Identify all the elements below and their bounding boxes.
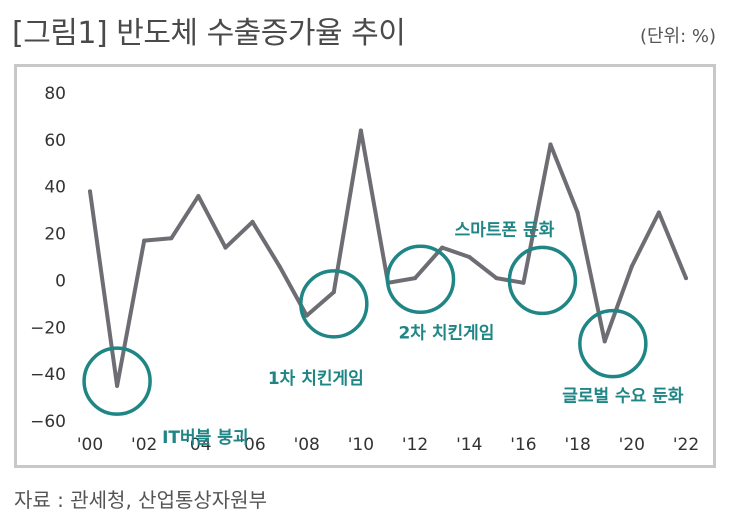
y-axis-ticks: 80 60 40 20 0 −20 −40 −60 [30,84,66,432]
y-tick-label: 80 [44,84,66,104]
y-tick-label: 20 [44,225,66,245]
unit-label: (단위: %) [639,26,716,47]
y-tick-label: 60 [44,131,66,151]
data-point [656,210,661,215]
y-tick-label: −60 [30,412,66,432]
chart-title: [그림1] 반도체 수출증가율 추이 [12,16,406,51]
data-point [250,219,255,224]
x-tick-label: '02 [131,435,157,455]
data-point [223,245,228,250]
data-point [358,128,363,133]
data-point [548,142,553,147]
data-point [521,280,526,285]
annotation-circle [578,308,648,379]
x-tick-label: '22 [673,435,699,455]
annotation-label: 1차 치킨게임 [268,368,364,389]
annotation-label: IT버블 붕괴 [162,428,248,448]
data-point [331,290,336,295]
x-tick-label: '00 [77,435,103,455]
x-axis-ticks: '00 '02 '04 '06 '08 '10 '12 '14 '16 '18 '20 '22 [77,435,699,455]
data-point [115,383,120,388]
x-tick-label: '04 [185,435,211,455]
x-tick-label: '20 [619,435,645,455]
source-note: 자료 : 관세청, 산업통상자원부 [14,488,267,512]
data-point [277,264,282,269]
annotation-circle [507,245,578,316]
annotation-circle [385,244,456,315]
data-point [467,255,472,259]
annotation-label: 2차 치킨게임 [398,322,494,343]
x-tick-label: '10 [348,435,374,455]
data-point [575,210,580,215]
series-line [88,128,688,388]
data-point [169,236,174,241]
y-tick-label: −40 [30,365,66,385]
data-point [494,276,499,281]
x-tick-label: '12 [402,435,428,455]
x-tick-label: '16 [510,435,536,455]
x-tick-label: '08 [294,435,320,455]
chart-frame [14,64,716,468]
annotation-circle [82,346,152,416]
data-point [413,276,418,281]
x-tick-label: '14 [456,435,482,455]
annotation-circle [299,269,369,339]
annotation-label: 스마트폰 둔화 [455,220,555,240]
data-point [440,245,445,250]
annotation-label: 글로벌 수요 둔화 [562,387,684,407]
data-point [684,276,688,281]
series-layer [88,128,688,388]
data-point [196,194,201,199]
data-point [142,238,147,243]
y-tick-label: 0 [55,271,66,291]
data-point [88,189,92,194]
data-point [629,264,634,269]
y-tick-label: 40 [44,178,66,198]
y-tick-label: −20 [30,318,66,338]
data-point [602,339,607,344]
data-point [304,313,309,318]
x-tick-label: '18 [564,435,590,455]
x-tick-label: '06 [239,435,265,455]
